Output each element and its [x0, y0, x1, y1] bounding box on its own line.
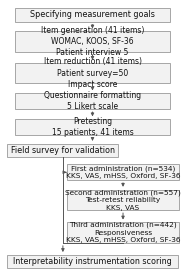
- FancyBboxPatch shape: [7, 255, 178, 268]
- FancyBboxPatch shape: [67, 190, 179, 210]
- FancyBboxPatch shape: [15, 63, 170, 83]
- FancyBboxPatch shape: [15, 119, 170, 135]
- Text: Field survey for validation: Field survey for validation: [11, 146, 115, 155]
- Text: Questionnaire formatting
5 Likert scale: Questionnaire formatting 5 Likert scale: [44, 91, 141, 111]
- Text: Item reduction (41 items)
Patient survey=50
Impact score: Item reduction (41 items) Patient survey…: [43, 57, 142, 89]
- Text: Second administration (n=557)
Test-retest reliability
KKS, VAS: Second administration (n=557) Test-retes…: [65, 189, 181, 211]
- Text: Pretesting
15 patients, 41 items: Pretesting 15 patients, 41 items: [52, 117, 133, 137]
- Text: Interpretability instrumentation scoring: Interpretability instrumentation scoring: [13, 257, 172, 266]
- Text: First administration (n=534)
KKS, VAS, mHSS, Oxford, SF-36: First administration (n=534) KKS, VAS, m…: [66, 165, 180, 179]
- FancyBboxPatch shape: [15, 8, 170, 22]
- FancyBboxPatch shape: [15, 93, 170, 109]
- Text: Specifying measurement goals: Specifying measurement goals: [30, 10, 155, 19]
- FancyBboxPatch shape: [7, 144, 118, 157]
- Text: Third administration (n=442)
Responsiveness
KKS, VAS, mHSS, Oxford, SF-36: Third administration (n=442) Responsiven…: [66, 222, 180, 244]
- Text: Item generation (41 items)
WOMAC, KOOS, SF-36
Patient interview 5: Item generation (41 items) WOMAC, KOOS, …: [41, 26, 144, 57]
- FancyBboxPatch shape: [67, 164, 179, 180]
- FancyBboxPatch shape: [15, 31, 170, 52]
- FancyBboxPatch shape: [67, 222, 179, 243]
